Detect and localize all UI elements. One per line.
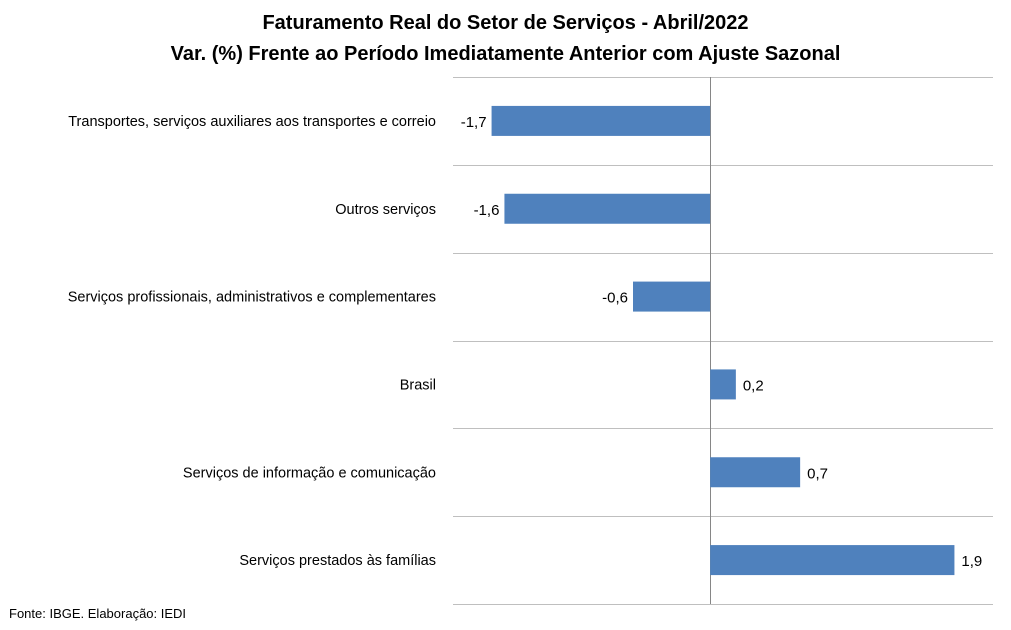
data-label: 1,9 [961,553,982,570]
gridlines [453,77,993,605]
source-note: Fonte: IBGE. Elaboração: IEDI [9,606,187,621]
data-label: 0,7 [807,465,828,482]
bar [710,545,955,576]
category-label: Transportes, serviços auxiliares aos tra… [68,114,436,130]
data-label: 0,2 [743,377,764,394]
data-label: -0,6 [602,290,628,307]
bar [710,369,736,400]
category-label: Outros serviços [335,202,436,218]
labels: -1,7 Transportes, serviços auxiliares aos… [68,114,983,570]
bar [504,193,711,224]
category-label: Serviços prestados às famílias [239,553,436,569]
bars [491,105,955,576]
category-label: Brasil [400,377,436,393]
data-label: -1,7 [461,114,487,131]
bar [491,105,711,136]
data-label: -1,6 [474,202,500,219]
category-label: Serviços profissionais, administrativos … [68,290,436,306]
bar [633,281,711,312]
bar [710,457,801,488]
chart-title: Faturamento Real do Setor de Serviços - … [262,12,749,34]
category-label: Serviços de informação e comunicação [183,465,436,481]
chart-subtitle: Var. (%) Frente ao Período Imediatamente… [170,43,841,65]
